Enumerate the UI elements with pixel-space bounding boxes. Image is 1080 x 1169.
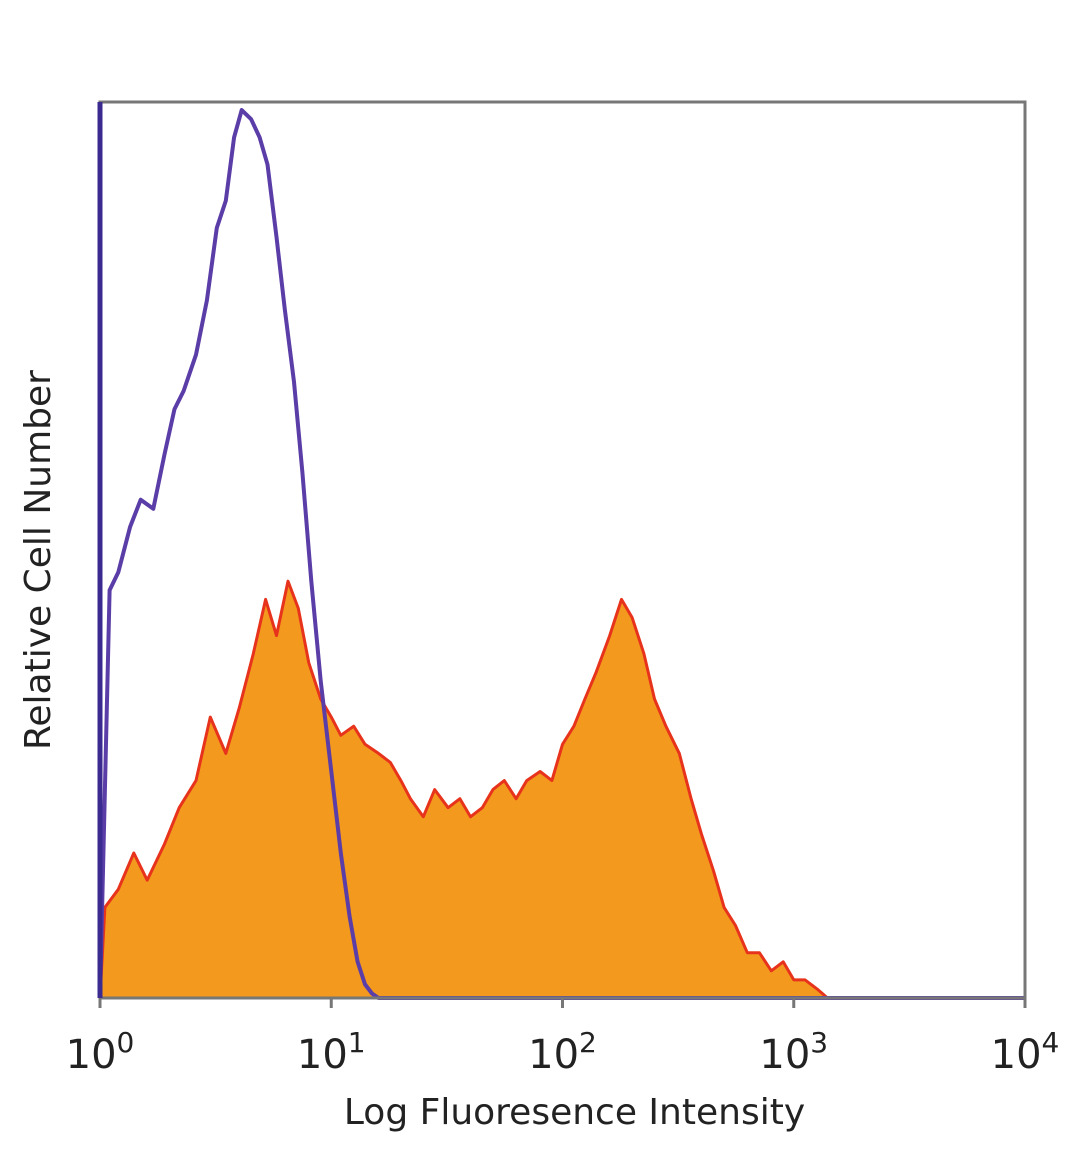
stained-histogram-area: [100, 581, 1025, 998]
plot-marks: [98, 108, 1025, 1000]
x-axis-title: Log Fluoresence Intensity: [344, 1092, 805, 1133]
x-tick-label: 100: [66, 1026, 135, 1078]
x-tick-label: 102: [528, 1026, 597, 1078]
x-tick-label: 101: [297, 1026, 366, 1078]
x-tick-labels: 100 101 102 103 104: [66, 998, 1060, 1078]
x-tick-label: 103: [759, 1026, 828, 1078]
control-histogram-line: [98, 108, 1025, 1000]
stained-histogram-edge: [98, 579, 1025, 1000]
y-axis-title: Relative Cell Number: [18, 370, 59, 750]
x-tick-label: 104: [991, 1026, 1060, 1078]
